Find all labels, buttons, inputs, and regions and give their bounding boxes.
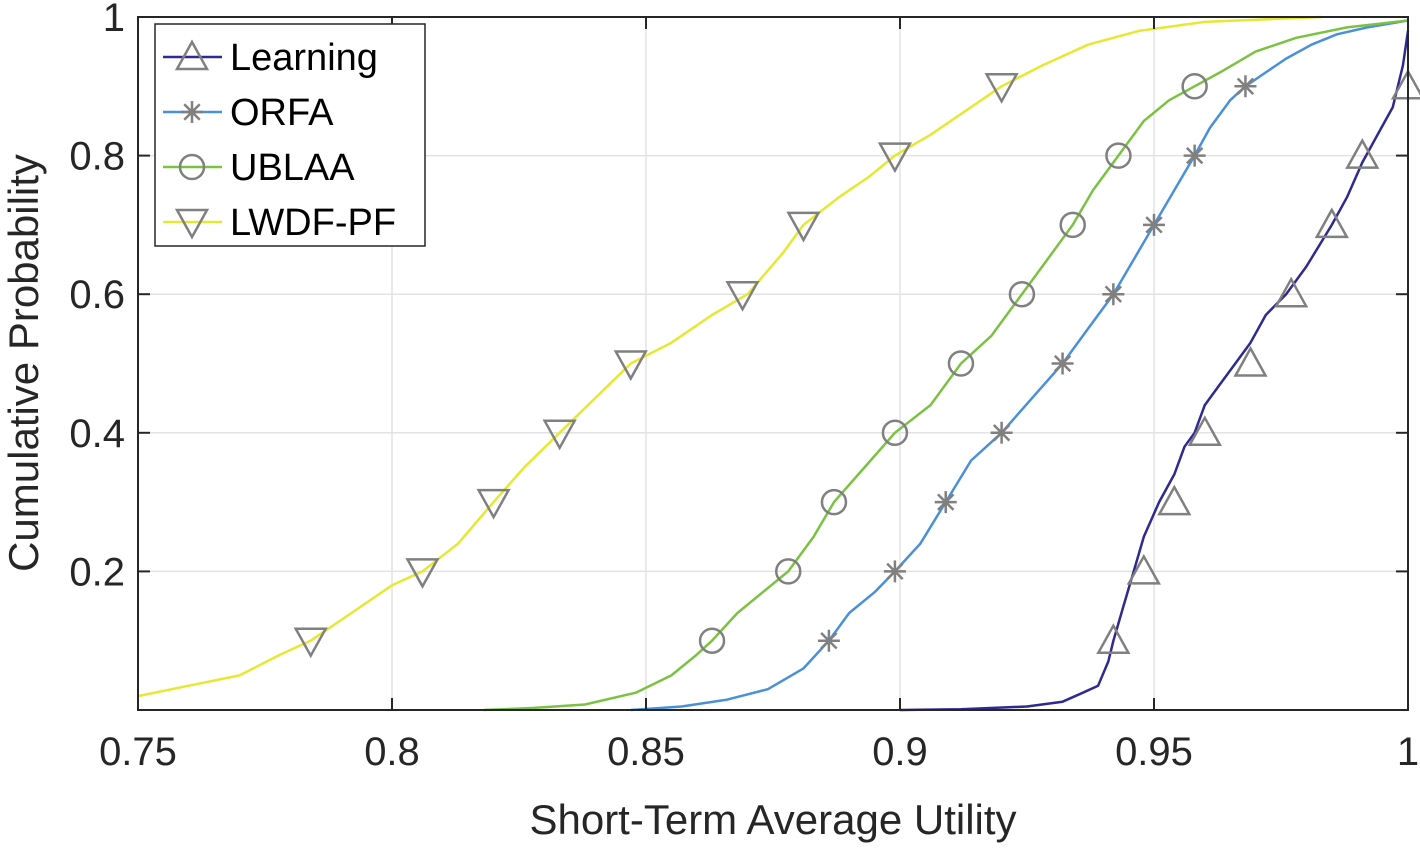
plot-frame — [137, 16, 1409, 711]
y-axis-label: Cumulative Probability — [0, 154, 47, 572]
data-point-ublaa — [947, 350, 975, 377]
series-line-ublaa — [483, 19, 1409, 712]
data-point-orfa — [883, 560, 906, 583]
x-tick-label: 0.9 — [872, 730, 928, 774]
data-point-ublaa — [820, 488, 848, 516]
legend-marker-lwdf-pf — [174, 208, 210, 240]
data-point-orfa — [1102, 283, 1125, 306]
x-tick-label: 0.85 — [607, 730, 685, 774]
y-tick-label: 1 — [103, 0, 125, 40]
data-point-learning — [1157, 484, 1192, 516]
data-point-ublaa — [774, 558, 802, 585]
series-line-learning — [899, 30, 1410, 712]
data-point-learning — [1345, 138, 1380, 169]
legend-label-lwdf-pf: LWDF-PF — [230, 202, 396, 244]
y-tick-label: 0.4 — [69, 412, 125, 456]
data-point-lwdf-pf — [476, 488, 511, 520]
legend-marker-orfa — [181, 101, 203, 123]
data-point-ublaa — [1105, 142, 1132, 169]
legend-marker-ublaa — [178, 153, 206, 181]
series-markers — [293, 68, 1420, 659]
data-point-ublaa — [698, 627, 726, 654]
data-point-lwdf-pf — [877, 142, 913, 174]
legend-label-learning: Learning — [230, 37, 378, 79]
x-tick-label: 1 — [1397, 730, 1419, 774]
data-point-lwdf-pf — [293, 627, 328, 659]
data-point-learning — [1096, 623, 1131, 654]
y-tick-label: 0.2 — [69, 550, 125, 594]
x-tick-label: 0.8 — [364, 730, 420, 774]
data-point-learning — [1274, 276, 1309, 308]
data-point-learning — [1126, 553, 1161, 585]
data-point-learning — [1314, 207, 1349, 239]
data-point-orfa — [817, 629, 840, 652]
legend-marker-learning — [174, 39, 210, 71]
x-axis-label: Short-Term Average Utility — [529, 796, 1016, 843]
series-line-lwdf-pf — [137, 15, 1322, 698]
data-point-learning — [1233, 345, 1268, 377]
data-point-orfa — [1234, 75, 1257, 98]
data-point-orfa — [1051, 352, 1074, 375]
legend: Learning ORFA UBLAA LWDF-PF — [154, 23, 426, 247]
data-point-orfa — [934, 491, 957, 514]
legend-label-ublaa: UBLAA — [230, 147, 355, 189]
x-tick-label: 0.95 — [1115, 730, 1193, 774]
data-point-lwdf-pf — [613, 350, 648, 382]
y-tick-label: 0.8 — [69, 135, 125, 179]
series-line-orfa — [630, 19, 1409, 712]
data-point-lwdf-pf — [405, 558, 440, 589]
data-point-ublaa — [881, 419, 909, 447]
data-point-lwdf-pf — [542, 419, 577, 451]
data-point-learning — [1187, 415, 1222, 447]
y-axis-ticks: 0.2 0.4 0.6 0.8 1 — [69, 0, 1408, 594]
data-point-ublaa — [1181, 73, 1208, 100]
data-point-orfa — [1183, 144, 1206, 167]
data-point-lwdf-pf — [786, 211, 821, 243]
legend-label-orfa: ORFA — [230, 92, 334, 134]
x-axis-ticks: 0.75 0.8 0.85 0.9 0.95 1 — [99, 17, 1419, 774]
data-point-lwdf-pf — [725, 280, 760, 312]
x-tick-label: 0.75 — [99, 730, 177, 774]
data-point-orfa — [990, 421, 1013, 444]
data-point-ublaa — [1059, 211, 1086, 239]
data-point-orfa — [1143, 213, 1165, 236]
data-point-ublaa — [1008, 280, 1036, 308]
data-point-lwdf-pf — [984, 73, 1019, 104]
y-tick-label: 0.6 — [69, 273, 125, 317]
